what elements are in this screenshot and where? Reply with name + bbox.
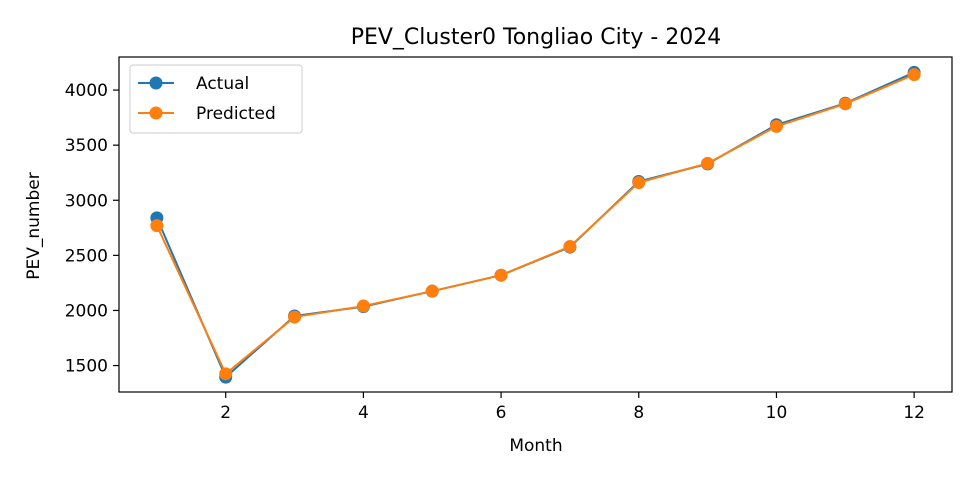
data-point-predicted [838,97,852,111]
y-tick-label: 2000 [65,301,108,321]
data-point-predicted [494,268,508,282]
legend-marker-actual [149,76,163,90]
y-tick-label: 2500 [65,246,108,266]
data-point-predicted [563,240,577,254]
x-tick-label: 6 [496,403,507,423]
legend-marker-predicted [149,106,163,120]
legend: Actual Predicted [129,64,303,134]
x-axis: 2 4 6 8 10 12 [220,392,925,423]
plot-area [150,65,921,384]
x-tick-label: 10 [766,403,788,423]
legend-label-predicted: Predicted [196,104,276,124]
y-axis-label: PEV_number [24,172,44,279]
chart-title: PEV_Cluster0 Tongliao City - 2024 [351,25,722,50]
data-point-predicted [219,367,233,381]
legend-label-actual: Actual [196,74,249,94]
x-axis-label: Month [509,436,562,456]
x-tick-label: 4 [358,403,369,423]
x-tick-label: 2 [220,403,231,423]
y-tick-label: 3000 [65,191,108,211]
data-point-predicted [701,156,715,170]
x-tick-label: 8 [633,403,644,423]
y-tick-label: 1500 [65,357,108,377]
y-tick-label: 4000 [65,81,108,101]
y-tick-label: 3500 [65,136,108,156]
series-line-predicted [155,73,915,375]
x-tick-label: 12 [903,403,925,423]
data-point-predicted [769,119,783,133]
y-axis: 1500 2000 2500 3000 3500 4000 [65,81,119,377]
data-point-predicted [907,68,921,82]
data-point-predicted [150,219,164,233]
data-point-predicted [288,310,302,324]
plot-frame [118,56,953,393]
data-point-predicted [356,299,370,313]
data-point-predicted [632,176,646,190]
data-point-predicted [425,284,439,298]
